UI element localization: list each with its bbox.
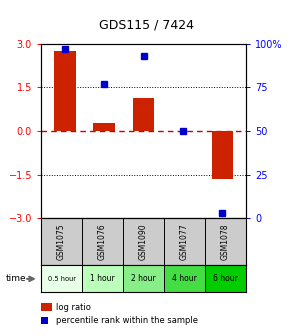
Text: GSM1077: GSM1077 bbox=[180, 223, 189, 260]
Text: 2 hour: 2 hour bbox=[131, 275, 156, 283]
Text: GDS115 / 7424: GDS115 / 7424 bbox=[99, 19, 194, 32]
Bar bbox=[54, 51, 76, 131]
Text: GSM1075: GSM1075 bbox=[57, 223, 66, 260]
Bar bbox=[93, 123, 115, 131]
Text: GSM1076: GSM1076 bbox=[98, 223, 107, 260]
Text: 4 hour: 4 hour bbox=[172, 275, 197, 283]
Text: GSM1090: GSM1090 bbox=[139, 223, 148, 260]
Text: percentile rank within the sample: percentile rank within the sample bbox=[56, 317, 198, 325]
Bar bbox=[41, 265, 82, 292]
Text: GSM1078: GSM1078 bbox=[221, 224, 230, 260]
Bar bbox=[205, 265, 246, 292]
Bar bbox=[82, 265, 123, 292]
Bar bbox=[123, 265, 164, 292]
Bar bbox=[164, 265, 205, 292]
Text: log ratio: log ratio bbox=[56, 303, 91, 312]
Text: 0.5 hour: 0.5 hour bbox=[47, 276, 76, 282]
Bar bbox=[133, 97, 154, 131]
Bar bbox=[212, 131, 233, 179]
Text: 1 hour: 1 hour bbox=[90, 275, 115, 283]
Text: time: time bbox=[6, 275, 26, 283]
Text: 6 hour: 6 hour bbox=[213, 275, 238, 283]
